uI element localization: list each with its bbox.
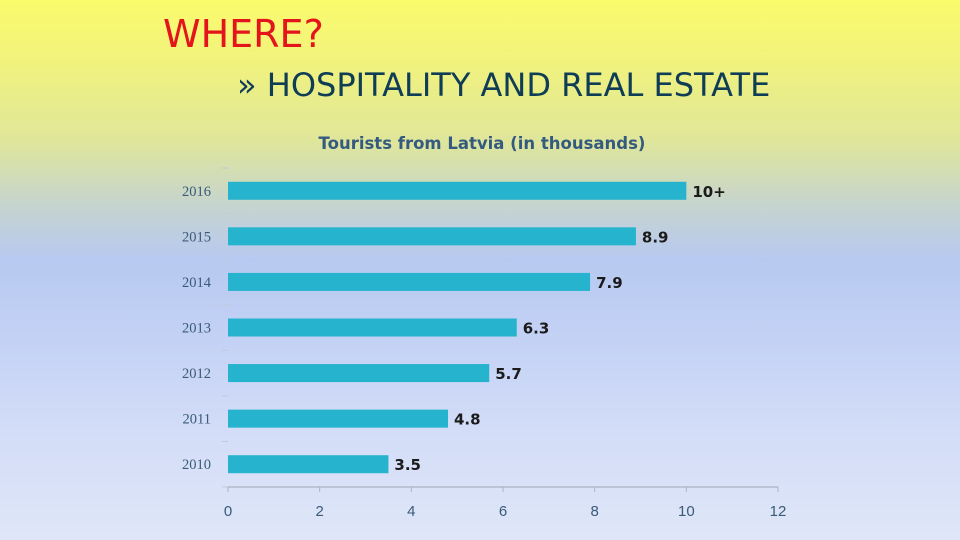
bar [228,409,448,428]
data-label: 6.3 [523,320,550,338]
category-label: 2014 [182,275,212,291]
category-label: 2011 [183,412,211,428]
bar [228,227,636,246]
x-tick-label: 6 [499,503,507,520]
bar [228,272,591,291]
chart-title: Tourists from Latvia (in thousands) [319,134,646,153]
slide-subtitle: » HOSPITALITY AND REAL ESTATE [237,66,771,104]
bar [228,364,490,383]
data-label: 5.7 [495,365,522,383]
bar [228,318,517,337]
category-label: 2012 [182,366,211,382]
category-label: 2013 [182,321,211,337]
x-tick-label: 0 [224,503,232,520]
data-label: 8.9 [642,228,669,246]
chart-plot-area: 0 2 4 6 8 10 12 2016 10+ 2015 8.9 2014 7.9 2013 6.3 201… [182,167,787,520]
data-label: 3.5 [394,456,421,474]
x-tick-label: 2 [315,503,323,520]
bar [228,455,389,474]
x-tick-label: 8 [590,503,598,520]
data-label: 4.8 [454,411,481,429]
category-label: 2016 [182,184,211,200]
data-label: 7.9 [596,274,623,292]
data-label: 10+ [692,183,725,201]
category-label: 2010 [182,457,211,473]
slide-title: WHERE? [163,12,324,56]
x-tick-label: 12 [770,503,787,520]
x-tick-label: 10 [678,503,695,520]
category-label: 2015 [182,229,211,245]
x-tick-label: 4 [407,503,415,520]
bar [228,181,687,200]
